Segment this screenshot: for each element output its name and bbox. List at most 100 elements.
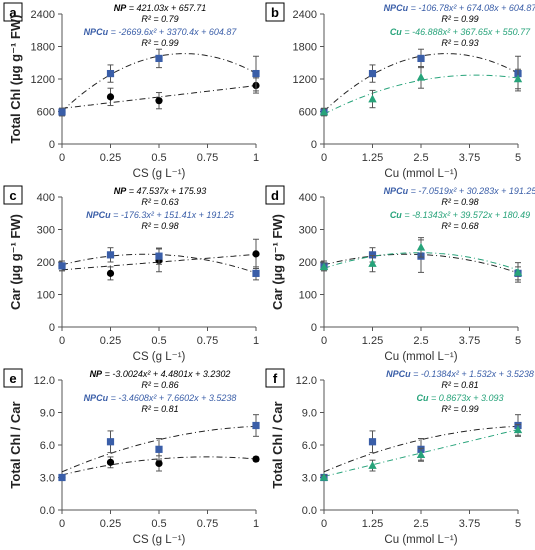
equation-text: = -106.78x² + 674.08x + 604.87 — [408, 3, 535, 13]
x-tick-label: 0 — [59, 152, 65, 164]
r-squared-label: R² = 0.98 — [441, 197, 478, 207]
r-squared-label: R² = 0.81 — [141, 404, 178, 414]
y-tick-label: 3.0 — [302, 473, 317, 485]
y-tick-label: 12.0 — [34, 375, 55, 387]
chart-panel-e: e 0.0 3.0 6.0 9.0 12.0 0 0.25 0.5 0.75 1 CS (g L⁻¹)… — [3, 368, 260, 546]
y-tick-label: 1200 — [293, 74, 317, 86]
equation-series-label: NP — [90, 369, 103, 379]
equation-annotation: NPCu = -176.3x² + 151.41x + 191.25 — [86, 210, 235, 220]
equation-text: = 421.03x + 657.71 — [126, 3, 206, 13]
y-tick-label: 200 — [37, 257, 55, 269]
equation-series-label: NPCu — [84, 27, 109, 37]
y-tick-label: 600 — [299, 107, 317, 119]
y-tick-label: 9.0 — [302, 408, 317, 420]
data-point-cu — [513, 74, 523, 83]
y-tick-label: 12.0 — [296, 375, 317, 387]
data-point-npcu — [368, 438, 377, 446]
equation-annotation: NPCu = -7.0519x² + 30.283x + 191.25 — [384, 186, 535, 196]
data-point-cu — [319, 473, 329, 481]
data-point-np — [106, 269, 115, 277]
x-axis-title: Cu (mmol L⁻¹) — [384, 534, 457, 546]
y-tick-label: 6.0 — [302, 440, 317, 452]
data-point-cu — [319, 262, 329, 271]
data-point-cu — [368, 259, 377, 267]
data-point-cu — [513, 425, 523, 434]
y-tick-label: 300 — [299, 225, 317, 237]
chart-panel-b: b 0 600 1200 1800 2400 0 1.25 2.5 3.75 5 Cu (mmol L… — [265, 2, 535, 180]
trend-line-cu — [323, 74, 519, 115]
y-tick-label: 9.0 — [40, 408, 55, 420]
y-axis-title: Total Chl / Car — [270, 401, 285, 488]
equation-series-label: Cu — [390, 27, 402, 37]
data-point-npcu — [252, 69, 260, 78]
data-point-npcu — [58, 108, 66, 116]
x-tick-label: 5 — [515, 518, 521, 530]
x-tick-label: 0 — [321, 518, 327, 530]
x-tick-label: 1 — [253, 152, 259, 164]
x-tick-label: 0.75 — [197, 335, 218, 347]
chart-panel-c: c 0 100 200 300 400 0 0.25 0.5 0.75 1 CS (g L⁻¹) Car… — [3, 185, 260, 363]
data-point-npcu — [368, 69, 377, 78]
x-tick-label: 2.5 — [413, 335, 428, 347]
y-tick-label: 1800 — [293, 42, 317, 54]
y-tick-label: 0 — [49, 139, 55, 151]
r-squared-label: R² = 0.99 — [441, 404, 478, 414]
equation-series-label: NPCu — [384, 3, 409, 13]
r-squared-label: R² = 0.79 — [141, 14, 178, 24]
equation-text: = 0.8673x + 3.093 — [428, 393, 503, 403]
x-tick-label: 3.75 — [459, 152, 480, 164]
x-tick-label: 5 — [515, 335, 521, 347]
x-tick-label: 1.25 — [362, 518, 383, 530]
y-axis-title: Car (µg g⁻¹ FW) — [270, 214, 285, 310]
data-point-npcu — [106, 251, 115, 259]
x-axis-title: CS (g L⁻¹) — [133, 168, 186, 180]
y-tick-label: 0.0 — [302, 505, 317, 517]
x-tick-label: 1.25 — [362, 335, 383, 347]
panel-label-box — [3, 368, 23, 388]
panel-label-box — [265, 2, 285, 22]
equation-series-label: NPCu — [86, 210, 111, 220]
equation-series-label: NPCu — [384, 186, 409, 196]
equation-annotation: NPCu = -2669.6x² + 3370.4x + 604.87 — [84, 27, 238, 37]
data-point-cu — [319, 107, 329, 116]
x-tick-label: 0 — [321, 335, 327, 347]
x-tick-label: 0.5 — [151, 518, 166, 530]
panel-label-box — [3, 2, 23, 22]
data-point-cu — [416, 450, 426, 459]
x-tick-label: 0.25 — [100, 335, 121, 347]
x-tick-label: 1.25 — [362, 152, 383, 164]
equation-series-label: Cu — [390, 210, 402, 220]
data-point-np — [252, 250, 260, 258]
x-tick-label: 2.5 — [413, 152, 428, 164]
equation-annotation: Cu = 0.8673x + 3.093 — [416, 393, 503, 403]
x-tick-label: 2.5 — [413, 518, 428, 530]
data-point-cu — [368, 461, 377, 469]
panel-label: f — [273, 371, 278, 386]
x-tick-label: 1 — [253, 518, 259, 530]
y-tick-label: 2400 — [293, 9, 317, 21]
equation-series-label: NPCu — [386, 369, 411, 379]
y-axis-title: Total Chl (µg g⁻¹ FW) — [8, 15, 23, 144]
data-point-npcu — [252, 421, 260, 430]
x-tick-label: 0.5 — [151, 152, 166, 164]
x-tick-label: 1 — [253, 335, 259, 347]
panel-label: b — [271, 5, 279, 20]
data-point-np — [155, 459, 163, 468]
x-tick-label: 0.25 — [100, 518, 121, 530]
y-tick-label: 300 — [37, 225, 55, 237]
y-tick-label: 0 — [49, 322, 55, 334]
x-tick-label: 0.75 — [197, 152, 218, 164]
x-axis-title: CS (g L⁻¹) — [133, 351, 186, 363]
y-tick-label: 0.0 — [40, 505, 55, 517]
y-tick-label: 6.0 — [40, 440, 55, 452]
data-point-cu — [416, 72, 426, 81]
r-squared-label: R² = 0.81 — [441, 380, 478, 390]
panel-label: a — [9, 5, 17, 20]
x-axis-title: Cu (mmol L⁻¹) — [384, 168, 457, 180]
equation-text: = -0.1384x² + 1.532x + 3.5238 — [411, 369, 534, 379]
panel-label: c — [9, 188, 16, 203]
data-point-npcu — [106, 438, 115, 446]
r-squared-label: R² = 0.63 — [141, 197, 178, 207]
panel-label: d — [271, 188, 279, 203]
r-squared-label: R² = 0.68 — [441, 221, 478, 231]
